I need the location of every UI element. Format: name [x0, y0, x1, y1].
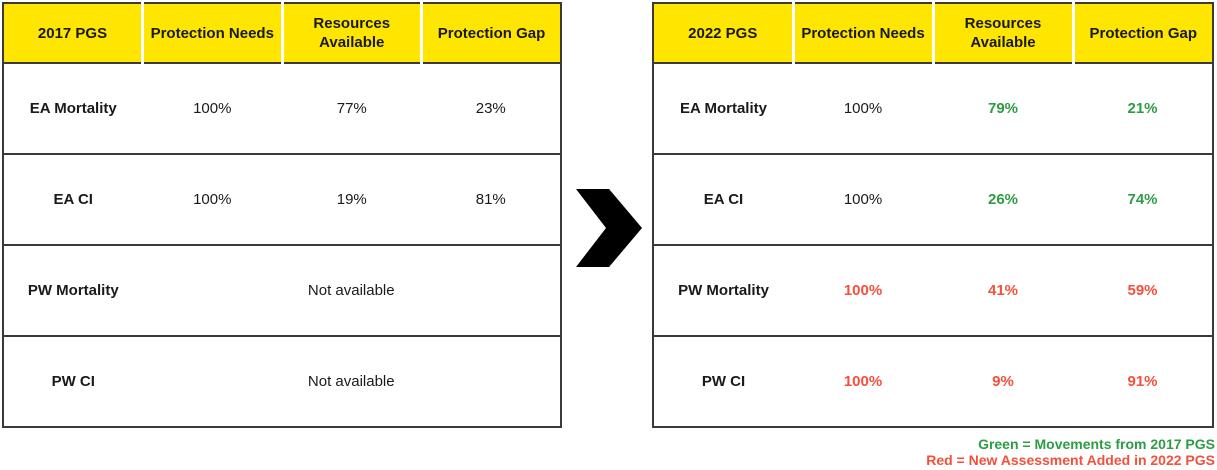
- cell-value-red: 9%: [992, 373, 1014, 390]
- cell-value: 100%: [142, 63, 282, 155]
- table-title-2022: 2022 PGS: [653, 3, 793, 64]
- cell-value: 19%: [282, 154, 422, 246]
- cell-value-red: 100%: [843, 373, 883, 390]
- cell-not-available: Not available: [142, 245, 561, 337]
- row-label: EA CI: [653, 154, 793, 246]
- table-row-pw-ci: PW CI 100% 9% 91%: [653, 336, 1213, 427]
- column-header-protection-gap: Protection Gap: [1071, 3, 1213, 64]
- row-label: EA CI: [3, 154, 143, 246]
- table-row-pw-mortality: PW Mortality Not available: [3, 245, 561, 337]
- row-label: EA Mortality: [3, 63, 143, 155]
- cell-value: 100%: [793, 63, 933, 155]
- color-legend: Green = Movements from 2017 PGS Red = Ne…: [926, 436, 1215, 468]
- cell-value-green: 26%: [933, 154, 1073, 246]
- legend-red-note: Red = New Assessment Added in 2022 PGS: [926, 452, 1215, 468]
- chevron-right-icon: [576, 188, 643, 268]
- row-label: EA Mortality: [653, 63, 793, 155]
- row-label: PW CI: [701, 373, 746, 390]
- cell-value-red: 41%: [933, 245, 1073, 337]
- table-row-ea-ci: EA CI 100% 26% 74%: [653, 154, 1213, 246]
- table-title-2017: 2017 PGS: [3, 3, 143, 64]
- table-row-ea-mortality: EA Mortality 100% 77% 23%: [3, 63, 561, 155]
- column-header-protection-needs: Protection Needs: [791, 3, 933, 64]
- cell-value-red: 59%: [1073, 245, 1213, 337]
- row-label: PW CI: [51, 373, 95, 390]
- cell-value: 100%: [793, 154, 933, 246]
- cell-value-green: 74%: [1073, 154, 1213, 246]
- cell-not-available: Not available: [307, 373, 395, 390]
- cell-value: 23%: [421, 63, 561, 155]
- table-row-ea-ci: EA CI 100% 19% 81%: [3, 154, 561, 246]
- pgs-2017-table: 2017 PGS Protection Needs Resources Avai…: [2, 2, 562, 428]
- column-header-resources-available: Resources Available: [931, 3, 1073, 64]
- cell-value-green: 21%: [1073, 63, 1213, 155]
- legend-green-note: Green = Movements from 2017 PGS: [978, 436, 1215, 452]
- cell-value: 100%: [142, 154, 282, 246]
- table-row-ea-mortality: EA Mortality 100% 79% 21%: [653, 63, 1213, 155]
- cell-value-red: 100%: [793, 245, 933, 337]
- table-row-pw-ci: PW CI Not available: [3, 336, 561, 427]
- column-header-protection-needs: Protection Needs: [141, 3, 282, 64]
- column-header-protection-gap: Protection Gap: [420, 3, 561, 64]
- column-header-resources-available: Resources Available: [280, 3, 422, 64]
- cell-value-green: 79%: [933, 63, 1073, 155]
- cell-value: 81%: [421, 154, 561, 246]
- row-label: PW Mortality: [653, 245, 793, 337]
- pgs-2022-table: 2022 PGS Protection Needs Resources Avai…: [652, 2, 1214, 428]
- header-row: 2022 PGS Protection Needs Resources Avai…: [653, 3, 1213, 64]
- header-row: 2017 PGS Protection Needs Resources Avai…: [3, 3, 561, 64]
- cell-value: 77%: [282, 63, 422, 155]
- row-label: PW Mortality: [3, 245, 143, 337]
- table-row-pw-mortality: PW Mortality 100% 41% 59%: [653, 245, 1213, 337]
- cell-value-red: 91%: [1127, 373, 1158, 390]
